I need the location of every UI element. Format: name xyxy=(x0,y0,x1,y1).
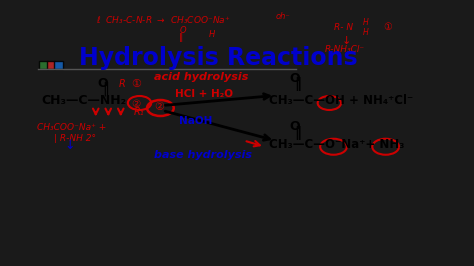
Text: O: O xyxy=(179,26,186,35)
Text: ②: ② xyxy=(131,99,140,109)
Text: ‖: ‖ xyxy=(294,126,301,140)
Text: HCl + H₂O: HCl + H₂O xyxy=(175,89,233,99)
Text: Hydrolysis Reactions: Hydrolysis Reactions xyxy=(79,47,358,70)
Text: CH₃—C—NH₂: CH₃—C—NH₂ xyxy=(42,94,127,107)
Text: | R-NH 2°: | R-NH 2° xyxy=(54,134,96,143)
Text: H: H xyxy=(363,18,368,27)
Text: O: O xyxy=(290,120,301,134)
Text: $\ell$  CH₃-C-N-R  →  CH₃COO⁻Na⁺: $\ell$ CH₃-C-N-R → CH₃COO⁻Na⁺ xyxy=(96,14,230,25)
Text: oh⁻: oh⁻ xyxy=(275,12,290,21)
Text: acid hydrolysis: acid hydrolysis xyxy=(154,73,248,82)
Text: CH₃COO⁻Na⁺ +: CH₃COO⁻Na⁺ + xyxy=(37,123,107,132)
Text: O: O xyxy=(290,72,301,85)
Text: CH₃—C—OH + NH₄⁺Cl⁻: CH₃—C—OH + NH₄⁺Cl⁻ xyxy=(269,94,413,107)
Text: ①: ① xyxy=(131,79,141,89)
FancyBboxPatch shape xyxy=(39,61,48,69)
Text: R₁: R₁ xyxy=(133,107,144,118)
Text: R- N: R- N xyxy=(334,23,353,32)
Text: R: R xyxy=(118,79,126,89)
Text: ‖: ‖ xyxy=(294,77,301,91)
Text: R-NH₃Cl⁻: R-NH₃Cl⁻ xyxy=(325,45,365,54)
Text: ↓: ↓ xyxy=(342,36,351,46)
Text: base hydrolysis: base hydrolysis xyxy=(154,150,252,160)
Text: O: O xyxy=(98,77,109,90)
Text: H: H xyxy=(363,28,368,38)
Text: ①: ① xyxy=(383,23,392,32)
Text: H: H xyxy=(209,30,215,39)
Text: CH₃—C—O⁻Na⁺+ NH₃: CH₃—C—O⁻Na⁺+ NH₃ xyxy=(269,138,404,151)
Text: ↓: ↓ xyxy=(64,139,75,152)
Text: ②: ② xyxy=(154,102,164,113)
Text: NaOH: NaOH xyxy=(179,116,212,126)
Text: ‖: ‖ xyxy=(102,82,109,97)
Text: ‖: ‖ xyxy=(179,34,183,43)
FancyBboxPatch shape xyxy=(55,61,63,69)
FancyBboxPatch shape xyxy=(47,61,55,69)
